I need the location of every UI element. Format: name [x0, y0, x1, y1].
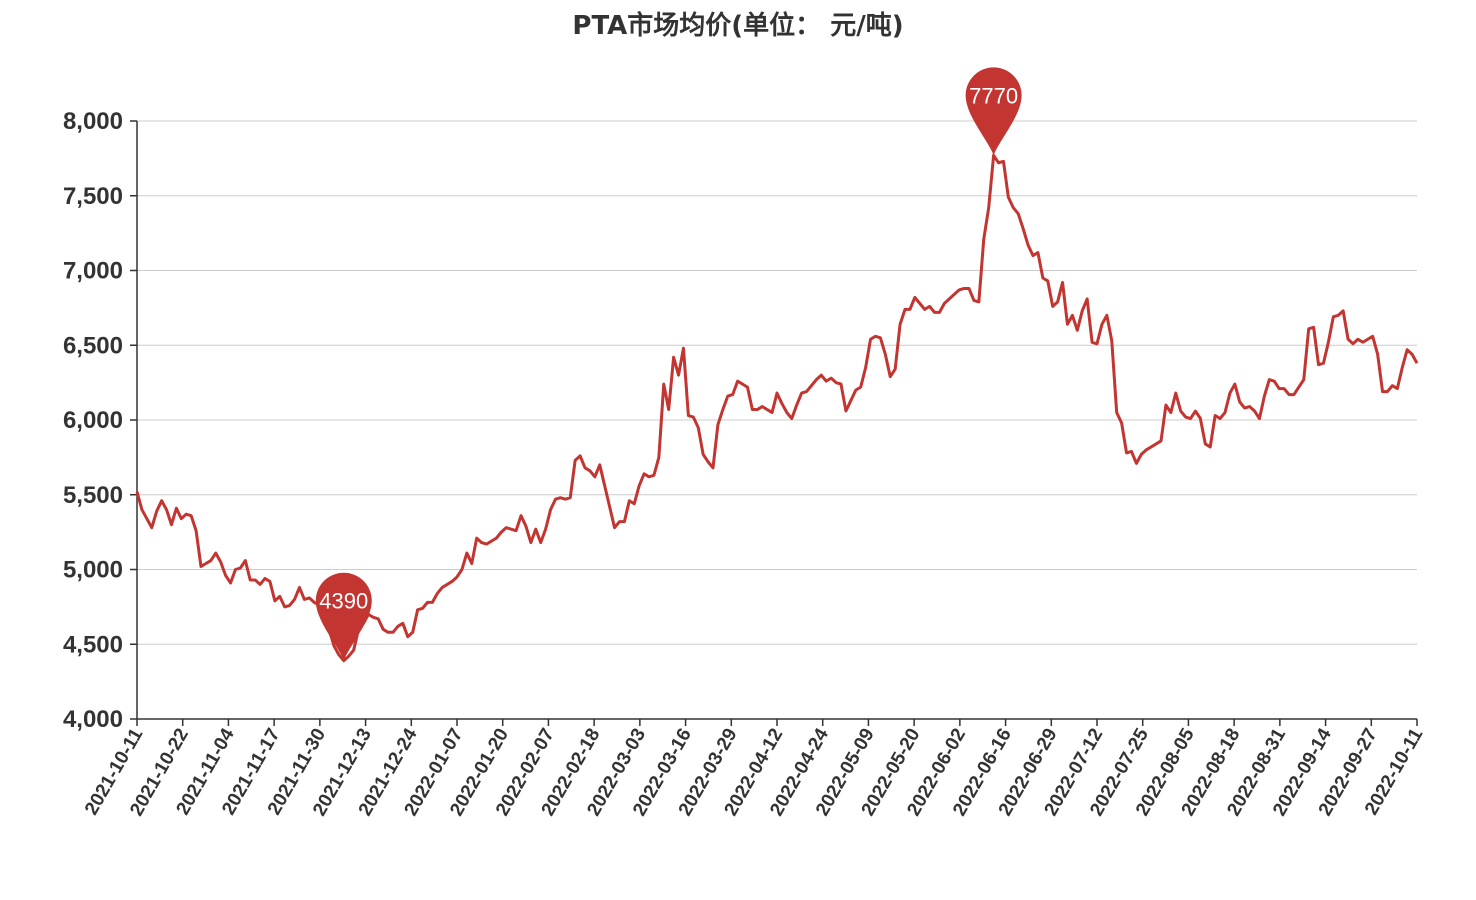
y-tick-label: 5,500 — [63, 482, 123, 509]
min-value-pin: 4390 — [315, 572, 372, 661]
y-tick-label: 7,500 — [63, 183, 123, 210]
pin-label: 7770 — [969, 83, 1018, 108]
y-tick-label: 7,000 — [63, 258, 123, 285]
max-value-pin: 7770 — [965, 67, 1022, 156]
gridlines — [137, 120, 1417, 645]
x-axis: 2021-10-112021-10-222021-11-042021-11-17… — [81, 718, 1428, 820]
pin-label: 4390 — [319, 589, 368, 614]
series-line — [135, 153, 1419, 663]
pin-shape — [315, 572, 372, 661]
y-tick-label: 8,000 — [63, 108, 123, 135]
y-tick-label: 5,000 — [63, 557, 123, 584]
pin-shape — [965, 67, 1022, 156]
chart-title: PTA市场均价(单位： 元/吨) — [572, 10, 903, 41]
y-axis: 4,000 4,500 5,000 5,500 6,000 6,500 7,000 7,500… — [63, 108, 138, 733]
markpoint-layer: 7770 4390 — [315, 67, 1022, 661]
y-tick-label: 4,000 — [63, 706, 123, 733]
y-tick-label: 6,000 — [63, 407, 123, 434]
y-tick-label: 6,500 — [63, 332, 123, 359]
y-tick-label: 4,500 — [63, 631, 123, 658]
series-layer — [135, 153, 1419, 663]
